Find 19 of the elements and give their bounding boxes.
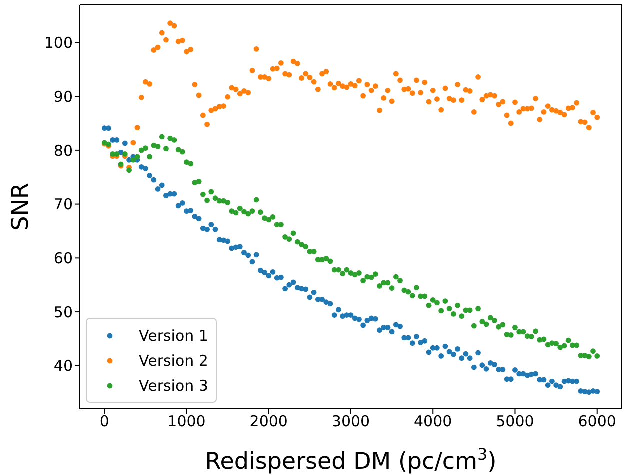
y-tick-label: 40 — [54, 357, 73, 376]
x-tick-label: 2000 — [250, 412, 288, 431]
y-tick-label: 60 — [54, 250, 73, 268]
y-axis-title: SNR — [8, 183, 34, 231]
legend-label: Version 3 — [139, 376, 208, 394]
legend-label: Version 2 — [139, 352, 208, 370]
y-tick-label: 100 — [44, 34, 73, 52]
legend-label: Version 1 — [139, 326, 208, 344]
x-tick-label: 4000 — [414, 412, 452, 431]
y-tick-label: 90 — [54, 88, 73, 106]
x-tick-label: 3000 — [332, 412, 370, 431]
x-tick-label: 5000 — [496, 412, 534, 431]
x-tick-label: 1000 — [168, 412, 206, 431]
x-axis-title: Redispersed DM (pc/cm$^{3}$) — [205, 444, 497, 475]
y-tick-label: 50 — [54, 303, 73, 322]
y-tick-label: 70 — [54, 196, 73, 214]
x-tick-label: 0 — [100, 412, 110, 431]
y-tick-label: 80 — [54, 142, 73, 160]
x-tick-label: 6000 — [578, 412, 616, 431]
